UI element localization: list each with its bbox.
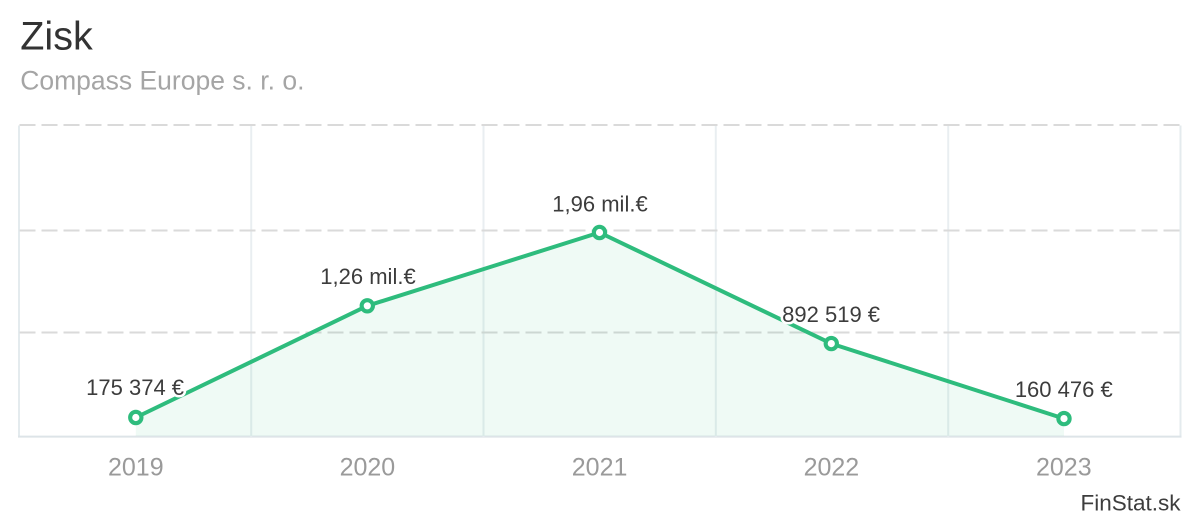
svg-text:2022: 2022: [804, 454, 860, 482]
svg-text:2020: 2020: [340, 454, 396, 482]
svg-text:1,26 mil.€: 1,26 mil.€: [320, 264, 415, 289]
svg-text:160 476 €: 160 476 €: [1015, 377, 1113, 402]
svg-text:FinStat.sk: FinStat.sk: [1080, 490, 1181, 515]
svg-text:2021: 2021: [572, 454, 628, 482]
svg-text:1,96 mil.€: 1,96 mil.€: [552, 191, 647, 216]
svg-text:175 374 €: 175 374 €: [86, 375, 184, 400]
svg-text:Compass Europe s. r. o.: Compass Europe s. r. o.: [20, 66, 304, 96]
svg-text:2019: 2019: [108, 454, 164, 482]
svg-text:Zisk: Zisk: [20, 15, 93, 59]
svg-text:2023: 2023: [1036, 454, 1092, 482]
svg-text:892 519 €: 892 519 €: [782, 302, 880, 327]
